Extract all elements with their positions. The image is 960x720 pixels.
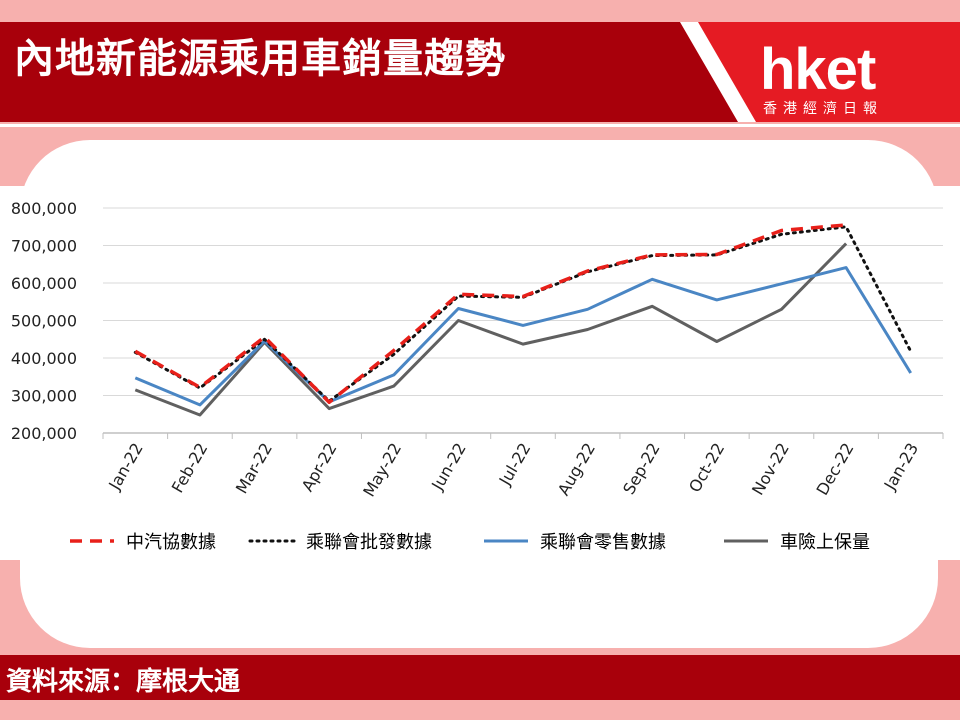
legend-item: 乘聯會零售數據 — [482, 526, 666, 556]
legend-swatch — [484, 539, 528, 543]
x-tick-label: Jan-22 — [104, 440, 146, 494]
x-tick-label: Nov-22 — [748, 440, 793, 499]
y-tick-label: 400,000 — [11, 349, 77, 368]
logo-wordmark: hket — [760, 37, 876, 102]
series-line-1 — [133, 225, 913, 403]
y-tick-label: 600,000 — [11, 274, 77, 293]
legend-label: 乘聯會零售數據 — [540, 532, 666, 553]
chart-legend: 中汽協數據 乘聯會批發數據 乘聯會零售數據 車險上保量 — [0, 526, 960, 556]
legend-item: 乘聯會批發數據 — [248, 526, 432, 556]
logo-stripe — [680, 22, 756, 122]
legend-swatch — [248, 539, 296, 543]
series-line-3 — [134, 242, 848, 417]
title-divider — [0, 124, 960, 127]
legend-label: 乘聯會批發數據 — [306, 532, 432, 553]
logo-subtitle: 香港經濟日報 — [763, 101, 883, 117]
x-tick-label: Oct-22 — [685, 440, 728, 496]
bottom-border — [0, 700, 960, 720]
top-border — [0, 0, 960, 22]
legend-label: 車險上保量 — [780, 532, 870, 553]
y-tick-label: 500,000 — [11, 312, 77, 331]
x-axis-ticks: Jan-22 Feb-22 Mar-22 Apr-22 May-22 Jun-22 Jul-… — [104, 440, 922, 501]
x-tick-label: Aug-22 — [554, 440, 599, 499]
x-tick-label: May-22 — [359, 440, 405, 501]
x-tick-label: Jun-22 — [427, 440, 470, 495]
y-tick-label: 300,000 — [11, 387, 77, 406]
y-tick-label: 800,000 — [11, 199, 77, 218]
series-line-0 — [134, 223, 847, 405]
legend-swatch — [724, 539, 768, 543]
legend-item: 中汽協數據 — [68, 526, 216, 556]
x-tick-label: Feb-22 — [168, 440, 212, 497]
logo-background — [680, 22, 960, 122]
legend-swatch — [70, 539, 114, 543]
y-tick-label: 200,000 — [11, 424, 77, 443]
y-axis-ticks: 200,000 300,000 400,000 500,000 600,000 700,0… — [11, 199, 77, 443]
x-tick-label: Jan-23 — [880, 440, 922, 494]
x-tick-label: Jul-22 — [495, 440, 535, 490]
legend-item: 車險上保量 — [722, 526, 870, 556]
series-lines — [133, 223, 913, 417]
x-tick-label: Sep-22 — [619, 440, 664, 498]
x-tick-label: Apr-22 — [298, 440, 341, 495]
footer-bar: 資料來源：摩根大通 — [0, 655, 960, 700]
y-tick-label: 700,000 — [11, 237, 77, 256]
chart-background — [0, 186, 960, 560]
source-note: 資料來源：摩根大通 — [6, 667, 241, 697]
grid-lines — [103, 207, 943, 396]
logo-panel — [680, 22, 960, 122]
logo-area: hket 香港經濟日報 — [0, 22, 960, 122]
x-tick-label: Mar-22 — [232, 440, 276, 497]
page-title: 內地新能源乘用車銷量趨勢 — [14, 36, 506, 82]
x-tick-label: Dec-22 — [813, 440, 858, 499]
x-axis — [102, 432, 944, 439]
series-line-2 — [134, 266, 912, 407]
legend-label: 中汽協數據 — [126, 532, 216, 553]
